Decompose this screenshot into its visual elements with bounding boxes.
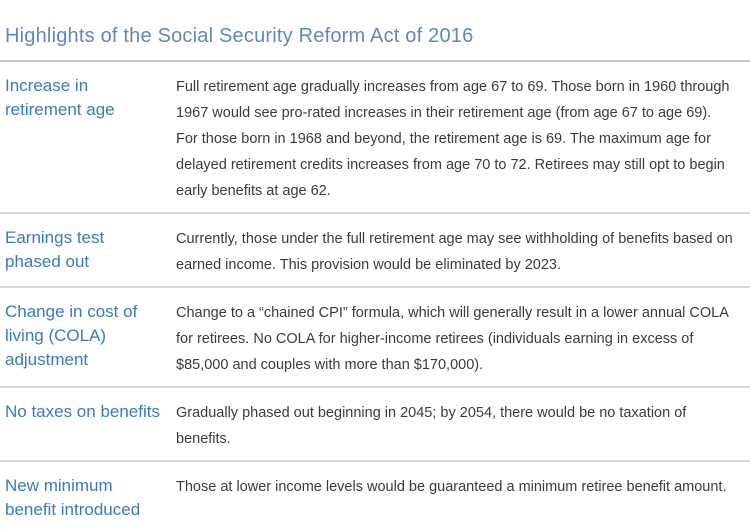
row-label: New minimum benefit introduced xyxy=(5,476,141,519)
table-row: Increase in retirement age Full retireme… xyxy=(0,62,750,214)
table-row: No taxes on benefits Gradually phased ou… xyxy=(0,388,750,462)
highlights-table: Increase in retirement age Full retireme… xyxy=(0,62,750,529)
table-row: Change in cost of living (COLA) adjustme… xyxy=(0,288,750,388)
page-title: Highlights of the Social Security Reform… xyxy=(5,25,474,47)
table-row: Earnings test phased out Currently, thos… xyxy=(0,214,750,288)
row-label: No taxes on benefits xyxy=(5,402,160,421)
title-divider xyxy=(0,60,750,62)
row-description: Those at lower income levels would be gu… xyxy=(176,479,727,495)
row-description: Gradually phased out beginning in 2045; … xyxy=(176,405,687,447)
row-description: Full retirement age gradually increases … xyxy=(176,79,730,199)
table-row: New minimum benefit introduced Those at … xyxy=(0,462,750,529)
row-label: Change in cost of living (COLA) adjustme… xyxy=(5,302,138,369)
row-label: Increase in retirement age xyxy=(5,76,115,119)
row-label: Earnings test phased out xyxy=(5,228,105,271)
row-description: Change to a “chained CPI” formula, which… xyxy=(176,305,729,373)
row-description: Currently, those under the full retireme… xyxy=(176,231,733,273)
